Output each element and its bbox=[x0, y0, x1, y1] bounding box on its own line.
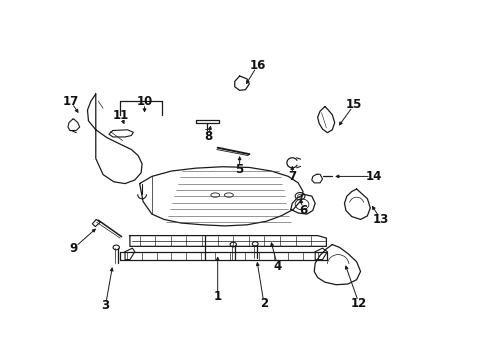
Text: 12: 12 bbox=[350, 297, 366, 310]
Text: 10: 10 bbox=[136, 95, 152, 108]
Text: 11: 11 bbox=[112, 109, 128, 122]
Text: 16: 16 bbox=[249, 59, 265, 72]
Text: 4: 4 bbox=[273, 260, 281, 273]
Text: 1: 1 bbox=[213, 290, 221, 303]
Text: 8: 8 bbox=[204, 130, 212, 144]
Text: 5: 5 bbox=[235, 163, 243, 176]
Text: 6: 6 bbox=[298, 204, 306, 217]
Text: 7: 7 bbox=[287, 170, 296, 183]
Text: 3: 3 bbox=[102, 299, 109, 312]
Text: 15: 15 bbox=[346, 98, 362, 111]
Text: 9: 9 bbox=[70, 242, 78, 255]
Text: 13: 13 bbox=[372, 213, 388, 226]
Text: 17: 17 bbox=[62, 95, 79, 108]
Text: 2: 2 bbox=[260, 297, 267, 310]
Text: 14: 14 bbox=[365, 170, 381, 183]
